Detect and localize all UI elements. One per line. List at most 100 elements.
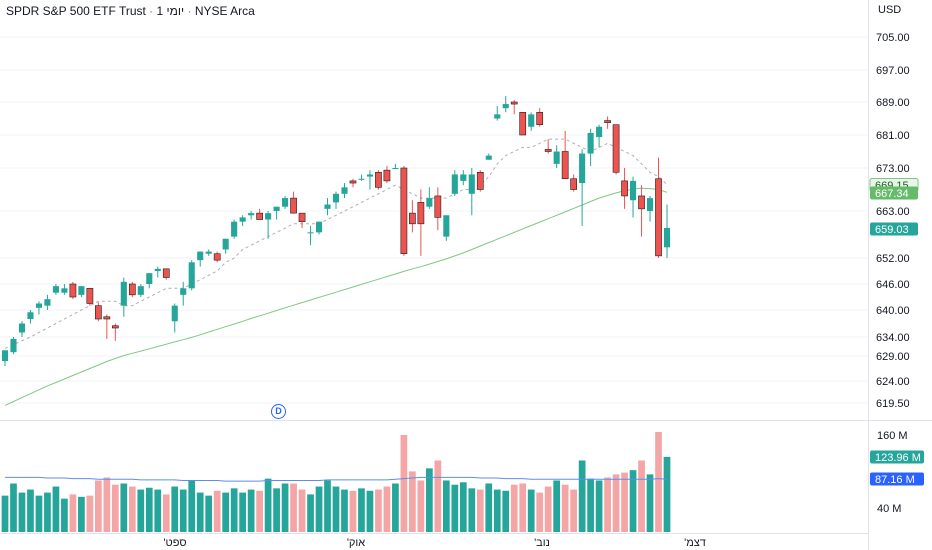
volume-bar [375,489,382,532]
candle-body [290,197,297,214]
volume-bar [154,489,162,532]
volume-bar [383,486,391,532]
candle-body [171,305,178,322]
candle-body [587,132,594,154]
price-tick-label: 640.00 [876,305,910,317]
candle-body [162,268,170,278]
volume-bar [78,496,85,532]
candle-body [120,281,127,306]
volume-bar [392,483,399,532]
candle-body [629,180,637,201]
volume-bar [137,489,145,532]
volume-bar [595,480,603,532]
price-tick-label: 646.00 [876,279,910,291]
volume-tick-label: 40 M [877,503,901,515]
volume-bar [213,490,221,532]
volume-badge: 123.96 M [870,450,924,464]
volume-bar [264,478,272,532]
volume-bar [468,488,476,532]
price-axis[interactable]: 705.00 697.00 689.00 681.00 673.00 663.00 652.… [876,32,910,410]
currency-label[interactable]: USD [878,4,902,16]
volume-bar [417,480,425,532]
candle-body [409,212,416,225]
candle-body [349,180,357,184]
candle-body [18,323,26,333]
volume-badge-label: 123.96 M [875,452,921,464]
volume-bar [553,480,561,532]
candle-body [282,198,289,207]
volume-bar [239,492,247,532]
volume-bar [502,490,510,532]
candle-body [231,221,238,237]
volume-bar [230,488,238,532]
volume-bar [604,477,611,532]
interval-label: 1 יומי [156,4,185,18]
title-separator-2: · [187,4,192,18]
volume-bar [629,470,637,532]
volume-bar [94,480,102,532]
candle-body [213,253,221,261]
volume-tick-label: 160 M [877,430,908,442]
volume-bar [1,495,9,532]
volume-bar [188,480,196,532]
candle-body [44,299,51,306]
time-axis-label: נוב' [534,537,550,549]
candle-body [519,112,527,136]
candle-body [621,180,628,197]
symbol-title[interactable]: SPDR S&P 500 ETF Trust · 1 יומי · NYSE A… [6,4,255,18]
candle-body [78,286,85,295]
candle-body [561,151,569,180]
candle-body [417,202,425,225]
ma-slow-badge: 667.34 [870,186,918,200]
candle-body [476,172,484,190]
volume-bar [485,483,493,532]
candle-body [663,227,671,248]
volume-bar [349,490,357,532]
ma-slow-badge-bg [870,186,918,200]
volume-bar [86,495,94,532]
candle-body [248,213,255,216]
volume-bar [10,483,17,532]
candle-body [69,283,77,298]
candle-body [324,204,331,209]
volume-bar [332,486,340,532]
candle-body [460,174,467,181]
volume-ma-line [5,476,668,482]
volume-bar [536,492,544,532]
volume-bar [655,431,662,532]
candle-body [426,198,433,207]
candle-body [273,206,280,211]
candles [1,96,671,366]
volume-axis[interactable]: 160 M 40 M [877,430,908,515]
last-price-badge-label: 659.03 [875,224,909,236]
time-axis[interactable]: ספט' אוק' נוב' דצמ' [163,537,705,549]
price-tick-label: 634.00 [876,332,910,344]
volume-bar [52,486,60,532]
volume-bar [61,498,68,532]
volume-ma-badge-bg [870,472,924,486]
candle-body [265,213,272,220]
volume-bar [256,490,263,532]
candle-body [434,195,442,218]
volume-bar [493,489,501,532]
candle-body [502,104,509,109]
ma-slow-line [4,187,668,406]
volume-bar [298,489,306,532]
candle-body [392,168,399,169]
volume-bar [171,486,179,532]
volume-bar [290,483,297,532]
candle-body [604,120,611,123]
candle-body [536,112,544,125]
price-tick-label: 652.00 [876,253,910,265]
candle-body [146,273,153,284]
candle-body [510,101,518,105]
candle-body [570,178,577,190]
volume-bar [111,484,119,532]
volume-bar [27,489,34,532]
candle-body [366,174,374,177]
candle-body [61,288,68,293]
price-tick-label: 629.00 [876,351,910,363]
dividend-marker[interactable]: D [271,404,286,419]
volume-bar [638,460,645,532]
